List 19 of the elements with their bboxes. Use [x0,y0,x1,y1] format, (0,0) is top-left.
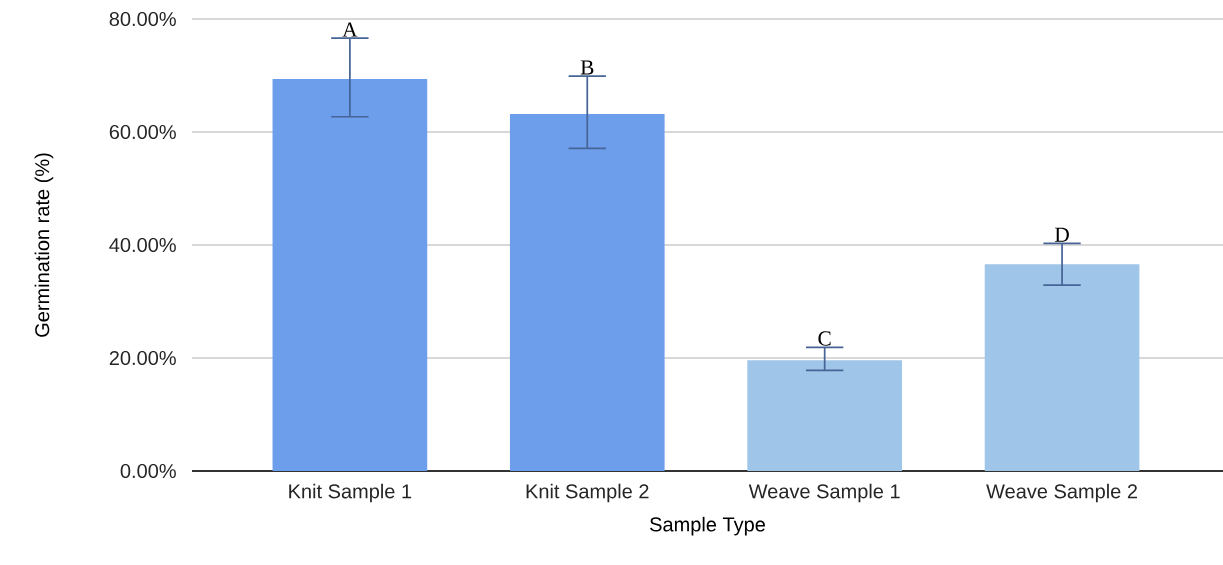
x-axis-title: Sample Type [650,516,765,536]
annotation: C [818,331,831,346]
y-tick-label: 60.00% [109,124,176,140]
x-tick-label: Knit Sample 1 [289,483,412,503]
annotation: B [580,60,594,75]
y-tick-label: 80.00% [109,11,176,27]
y-tick-label: 20.00% [109,350,176,366]
bar [984,264,1140,471]
y-axis-title: Germination rate (%) [34,153,54,337]
x-tick-label: Knit Sample 2 [526,483,649,503]
bar [272,78,428,471]
annotation: A [342,22,358,37]
x-tick-label: Weave Sample 1 [748,483,900,503]
y-tick-label: 40.00% [109,237,176,253]
annotation: D [1054,227,1069,242]
x-tick-label: Weave Sample 2 [986,483,1137,503]
y-tick-label: 0.00% [120,463,176,479]
bar [747,360,902,471]
bar [509,113,665,471]
